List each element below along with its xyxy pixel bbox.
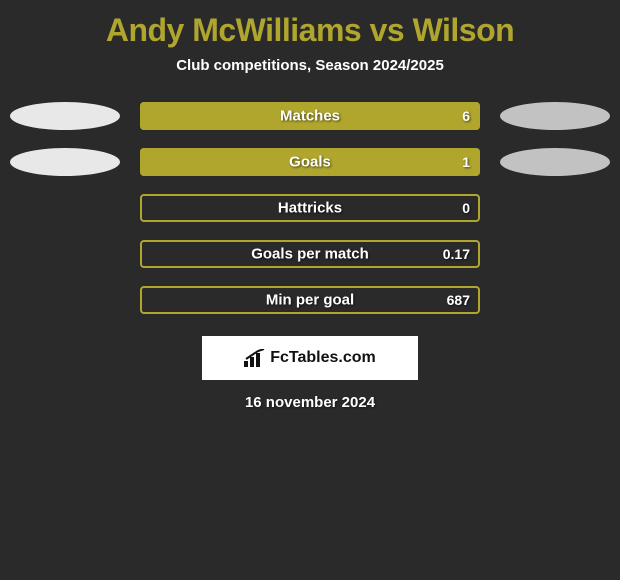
stat-label: Min per goal bbox=[266, 292, 354, 309]
stat-row: Hattricks 0 bbox=[0, 194, 620, 222]
left-oval-placeholder bbox=[10, 240, 120, 268]
left-oval-placeholder bbox=[10, 286, 120, 314]
stat-bar: Goals 1 bbox=[140, 148, 480, 176]
stat-row: Matches 6 bbox=[0, 102, 620, 130]
left-oval bbox=[10, 148, 120, 176]
stat-label: Goals per match bbox=[251, 246, 369, 263]
date-text: 16 november 2024 bbox=[245, 394, 375, 411]
stat-bar: Min per goal 687 bbox=[140, 286, 480, 314]
right-oval bbox=[500, 148, 610, 176]
right-oval-placeholder bbox=[500, 194, 610, 222]
stat-row: Goals 1 bbox=[0, 148, 620, 176]
right-oval-placeholder bbox=[500, 286, 610, 314]
stat-value: 0 bbox=[462, 200, 470, 216]
right-oval bbox=[500, 102, 610, 130]
stat-rows: Matches 6 Goals 1 Hattricks 0 bbox=[0, 102, 620, 314]
stat-label: Matches bbox=[280, 108, 340, 125]
stat-row: Min per goal 687 bbox=[0, 286, 620, 314]
stat-bar: Matches 6 bbox=[140, 102, 480, 130]
footer-block: FcTables.com 16 november 2024 bbox=[0, 336, 620, 411]
stat-label: Hattricks bbox=[278, 200, 342, 217]
brand-text: FcTables.com bbox=[270, 349, 376, 367]
chart-icon bbox=[244, 349, 266, 367]
stat-row: Goals per match 0.17 bbox=[0, 240, 620, 268]
brand-logo: FcTables.com bbox=[202, 336, 418, 380]
left-oval bbox=[10, 102, 120, 130]
right-oval-placeholder bbox=[500, 240, 610, 268]
stat-value: 1 bbox=[462, 154, 470, 170]
subtitle: Club competitions, Season 2024/2025 bbox=[0, 57, 620, 102]
stat-value: 687 bbox=[447, 292, 470, 308]
stat-bar: Goals per match 0.17 bbox=[140, 240, 480, 268]
left-oval-placeholder bbox=[10, 194, 120, 222]
comparison-card: Andy McWilliams vs Wilson Club competiti… bbox=[0, 0, 620, 411]
stat-bar: Hattricks 0 bbox=[140, 194, 480, 222]
stat-label: Goals bbox=[289, 154, 331, 171]
stat-value: 6 bbox=[462, 108, 470, 124]
page-title: Andy McWilliams vs Wilson bbox=[0, 8, 620, 57]
stat-value: 0.17 bbox=[443, 246, 470, 262]
